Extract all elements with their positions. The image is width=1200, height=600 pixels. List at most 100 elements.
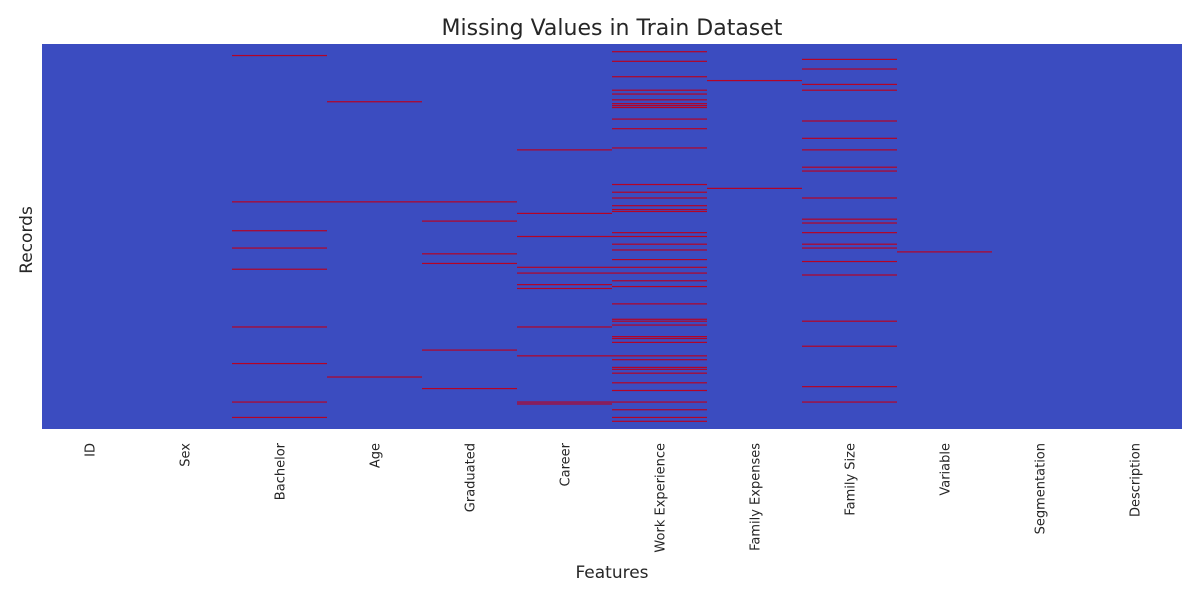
missing-mark	[707, 187, 802, 189]
missing-mark	[802, 120, 897, 122]
missing-mark	[232, 268, 327, 270]
missing-mark	[612, 128, 707, 130]
x-tick-labels: ID Sex Bachelor Age Graduated Career Work Expe…	[84, 442, 1144, 552]
x-tick-label: Description	[1129, 443, 1144, 517]
missing-mark	[612, 366, 707, 368]
missing-mark	[802, 260, 897, 263]
missing-mark	[327, 101, 422, 103]
missing-mark	[612, 355, 707, 357]
missing-mark	[802, 232, 897, 234]
missing-mark	[612, 51, 707, 53]
missing-mark	[802, 170, 897, 172]
missing-mark	[612, 76, 707, 78]
missing-mark	[802, 386, 897, 388]
missing-mark	[802, 68, 897, 70]
missing-mark	[612, 320, 707, 322]
missing-mark	[232, 401, 327, 403]
missing-mark	[517, 326, 612, 328]
missing-mark	[517, 401, 612, 403]
missing-mark	[612, 105, 707, 107]
missing-mark	[612, 197, 707, 199]
missing-mark	[612, 191, 707, 193]
missing-mark	[327, 201, 422, 203]
missing-mark	[612, 324, 707, 326]
missing-mark	[802, 197, 897, 199]
missing-mark	[897, 251, 992, 253]
x-tick-label: Age	[369, 443, 384, 468]
missing-mark	[612, 372, 707, 374]
missing-mark	[422, 387, 517, 390]
missing-mark	[802, 58, 897, 60]
x-tick-label: Work Experience	[654, 443, 669, 553]
x-tick-label: Bachelor	[274, 442, 289, 500]
missing-mark	[612, 243, 707, 245]
missing-mark	[612, 420, 707, 422]
x-tick-label: Variable	[939, 443, 954, 496]
missing-mark	[612, 147, 707, 149]
missing-mark	[612, 60, 707, 62]
missing-mark	[612, 93, 707, 95]
x-tick-label: Family Expenses	[749, 443, 764, 551]
missing-mark	[612, 416, 707, 419]
missing-mark	[612, 235, 707, 238]
missing-mark	[422, 220, 517, 222]
missing-mark	[612, 368, 707, 370]
missing-mark	[232, 362, 327, 365]
missing-mark	[232, 326, 327, 328]
missing-mark	[612, 341, 707, 343]
missing-mark	[612, 249, 707, 251]
missing-mark	[612, 336, 707, 338]
x-axis-label: Features	[575, 563, 648, 583]
missing-mark	[612, 359, 707, 361]
missing-mark	[802, 218, 897, 220]
missing-mark	[612, 285, 707, 288]
missing-mark	[612, 89, 707, 91]
missing-mark	[612, 118, 707, 120]
x-tick-label: Graduated	[464, 443, 479, 512]
missing-mark	[517, 403, 612, 405]
missing-mark	[612, 272, 707, 274]
missing-mark	[612, 106, 707, 109]
missing-mark	[517, 287, 612, 290]
missing-mark	[802, 320, 897, 322]
x-tick-label: ID	[84, 443, 99, 457]
missing-mark	[802, 83, 897, 86]
missing-mark	[612, 103, 707, 105]
missing-mark	[612, 382, 707, 384]
missing-mark	[802, 137, 897, 139]
missing-mark	[802, 89, 897, 91]
x-tick-label: Career	[559, 442, 574, 486]
missing-mark	[802, 222, 897, 224]
missing-mark	[517, 266, 612, 268]
missing-mark	[232, 230, 327, 232]
missing-mark	[612, 99, 707, 101]
missing-mark	[612, 208, 707, 211]
missing-mark	[517, 355, 612, 357]
x-tick-label: Sex	[179, 443, 194, 467]
missing-mark	[612, 205, 707, 207]
missing-mark	[802, 274, 897, 276]
missing-mark	[612, 401, 707, 403]
missing-mark	[612, 280, 707, 282]
missing-mark	[612, 210, 707, 213]
missing-mark	[612, 303, 707, 305]
missing-mark	[232, 247, 327, 249]
missing-mark	[422, 349, 517, 351]
missing-mark	[802, 149, 897, 151]
missing-mark	[422, 253, 517, 255]
missing-mark	[612, 409, 707, 411]
missing-mark	[422, 262, 517, 265]
x-tick-label: Segmentation	[1034, 443, 1049, 534]
missing-mark	[612, 232, 707, 234]
missing-mark	[612, 183, 707, 186]
missing-mark	[802, 243, 897, 245]
missing-mark	[612, 259, 707, 261]
missing-mark	[517, 212, 612, 214]
missing-mark	[802, 247, 897, 249]
missing-mark	[707, 79, 802, 82]
missing-mark	[327, 376, 422, 378]
missing-mark	[517, 272, 612, 274]
missing-mark	[612, 337, 707, 340]
missing-mark	[612, 318, 707, 320]
